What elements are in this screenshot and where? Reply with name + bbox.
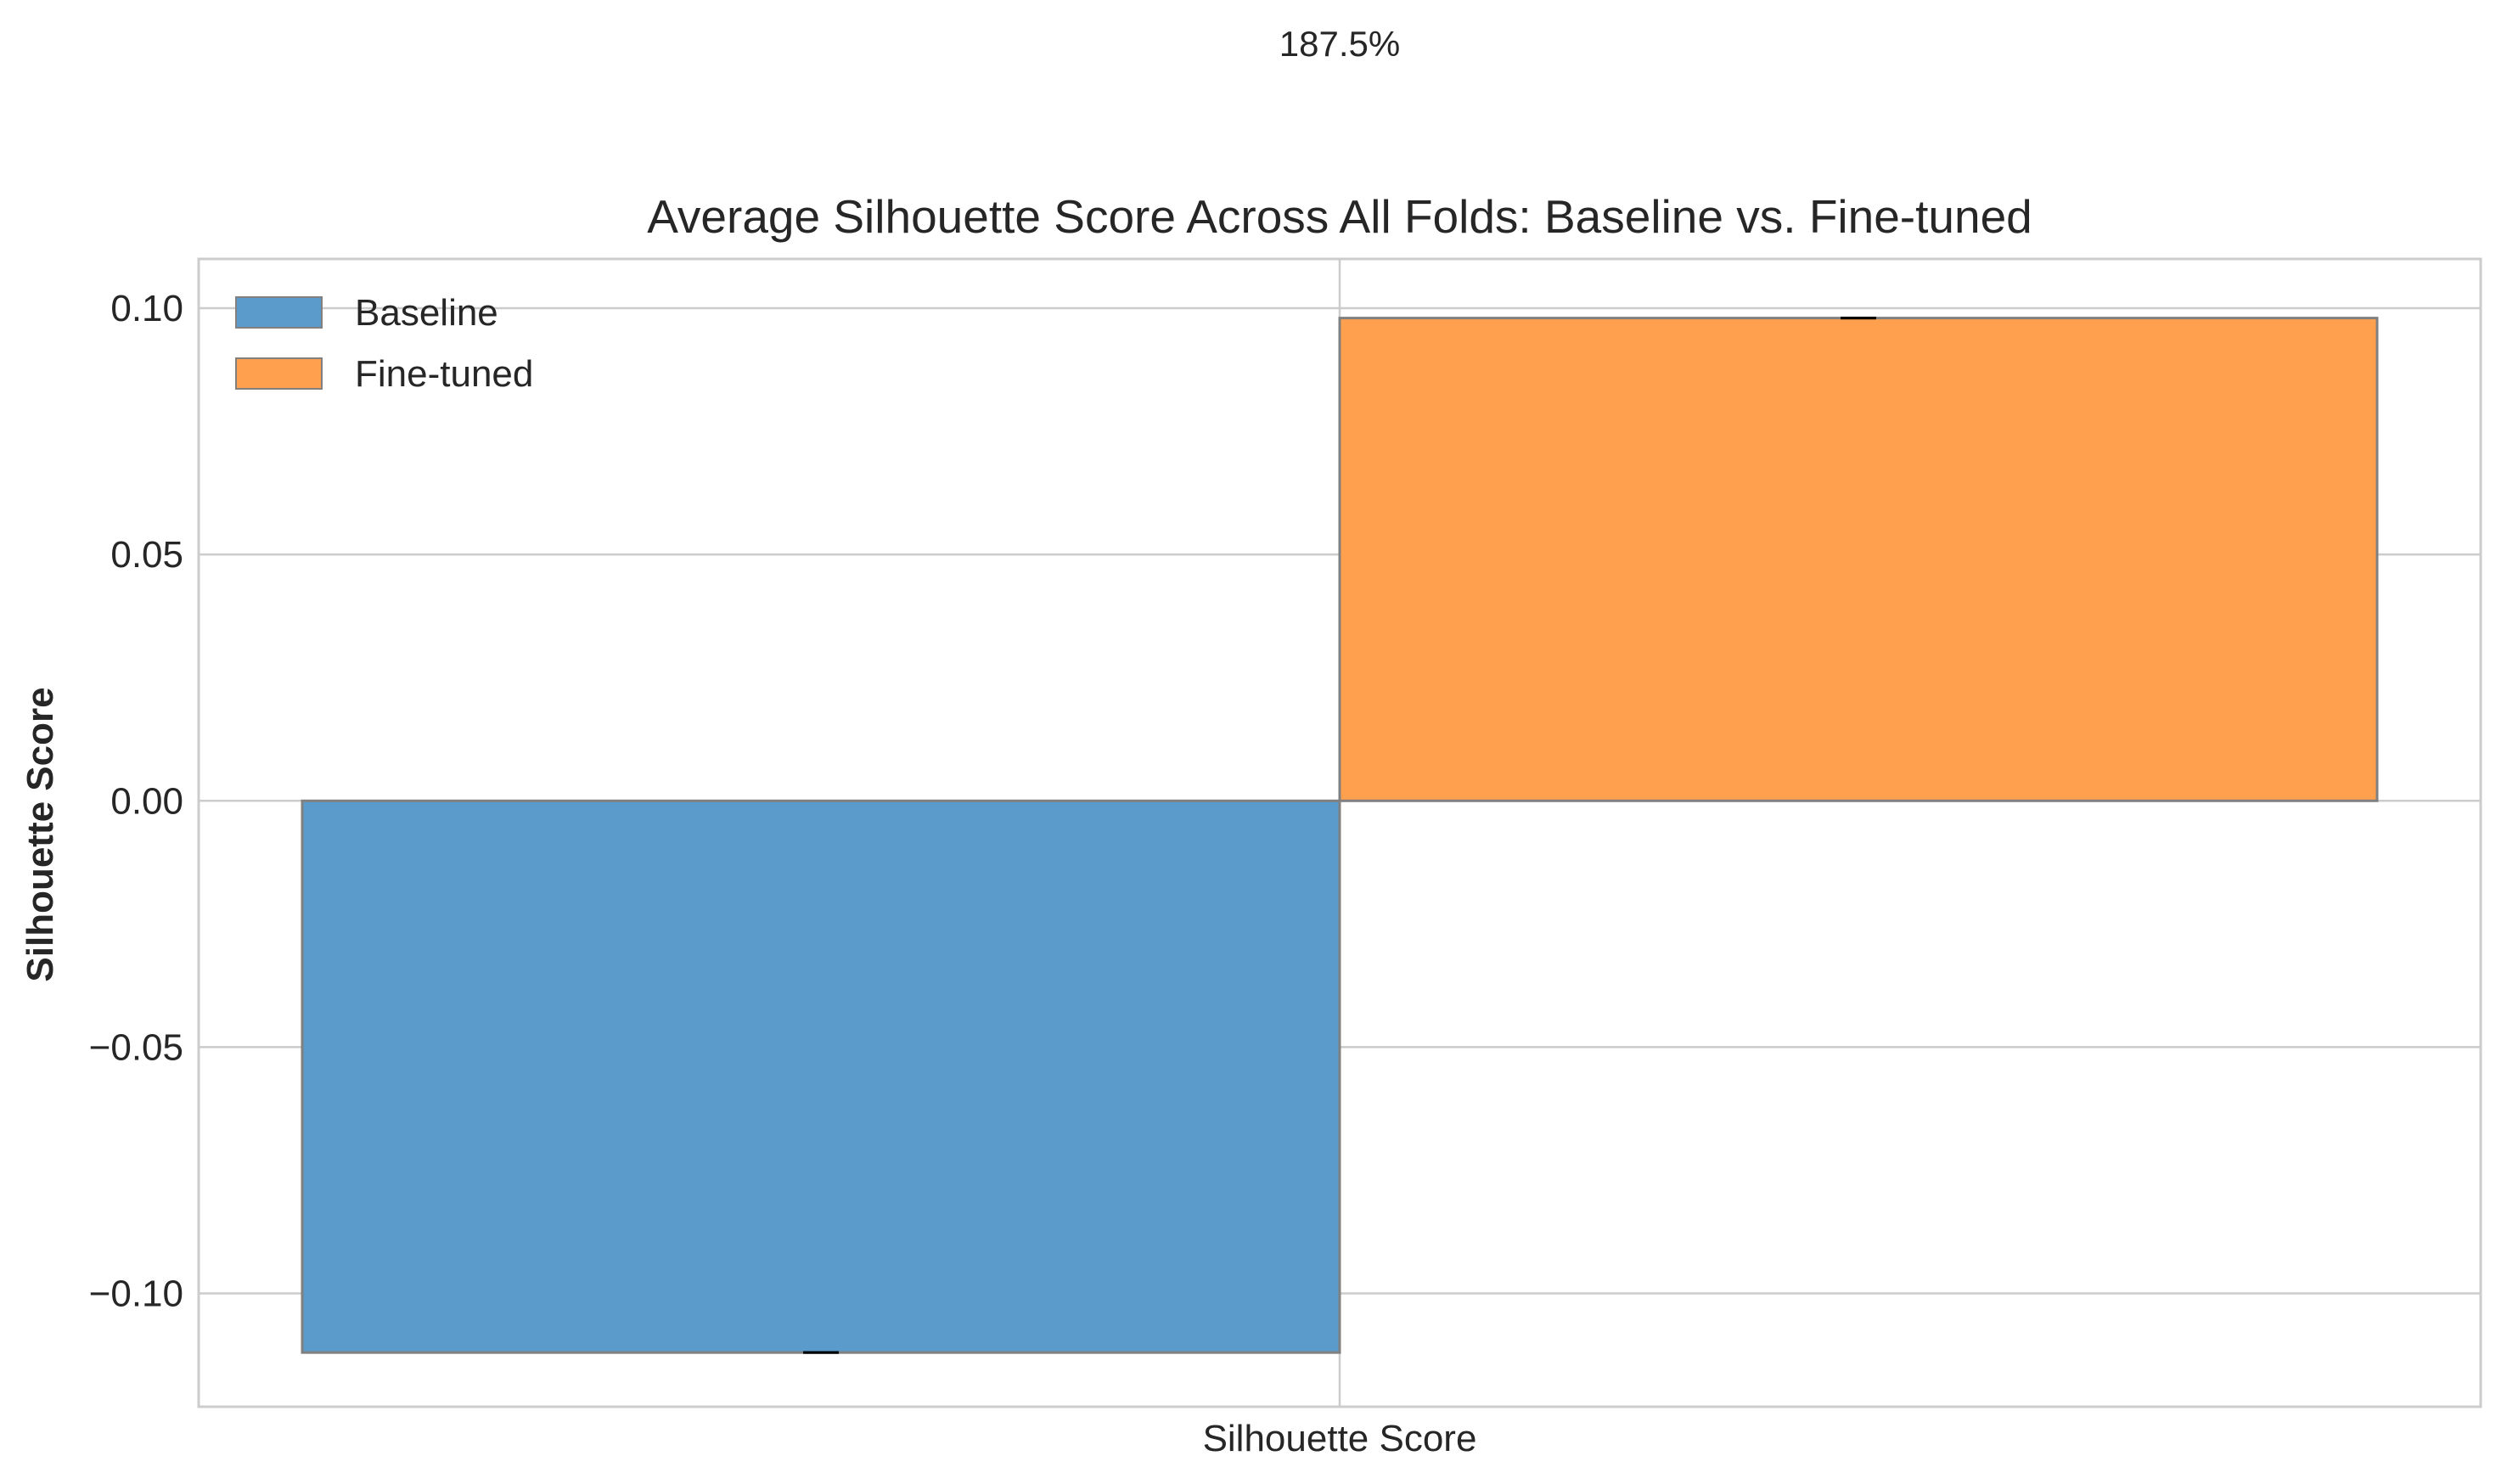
y-axis-label: Silhouette Score bbox=[20, 687, 61, 981]
y-tick-label: −0.05 bbox=[89, 1026, 183, 1068]
y-tick-label: 0.00 bbox=[110, 780, 183, 822]
legend: Baseline Fine-tuned bbox=[235, 292, 533, 395]
legend-swatch-baseline bbox=[235, 296, 323, 329]
bars bbox=[301, 317, 2379, 1354]
bar-fine-tuned bbox=[1338, 317, 2379, 802]
bar-baseline bbox=[301, 799, 1341, 1354]
annotation-percent: 187.5% bbox=[1279, 24, 1400, 64]
legend-swatch-fine-tuned bbox=[235, 357, 323, 390]
y-axis-ticks: −0.10 −0.05 0.00 0.05 0.10 bbox=[89, 288, 183, 1315]
y-tick-label: 0.10 bbox=[110, 288, 183, 329]
legend-label-fine-tuned: Fine-tuned bbox=[355, 353, 533, 395]
legend-label-baseline: Baseline bbox=[355, 292, 498, 334]
x-tick-label: Silhouette Score bbox=[1203, 1418, 1477, 1459]
error-bars bbox=[803, 317, 1876, 1354]
chart-title: Average Silhouette Score Across All Fold… bbox=[647, 190, 2032, 243]
x-axis-ticks: Silhouette Score bbox=[1203, 1418, 1477, 1459]
y-tick-label: 0.05 bbox=[110, 534, 183, 576]
y-tick-label: −0.10 bbox=[89, 1273, 183, 1315]
